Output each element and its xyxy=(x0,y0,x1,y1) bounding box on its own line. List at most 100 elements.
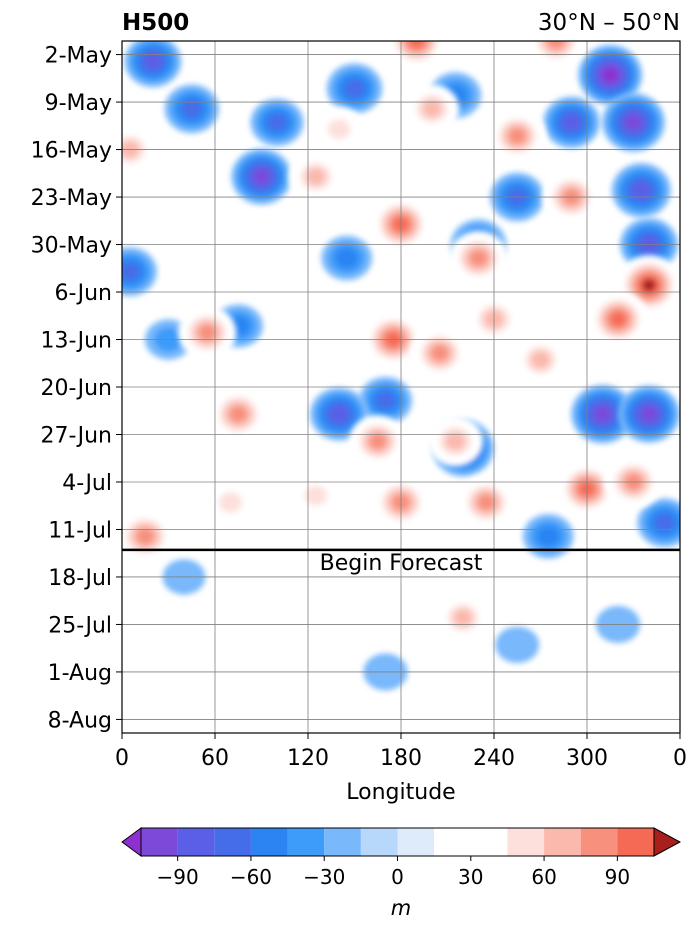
contour-fill xyxy=(229,406,247,422)
colorbar-bin xyxy=(360,828,398,856)
x-axis-label: Longitude xyxy=(346,780,455,805)
anomaly-blob xyxy=(457,475,516,529)
contour-fill xyxy=(547,41,565,49)
x-tick-label: 180 xyxy=(380,746,422,771)
contour-fill xyxy=(270,598,315,637)
contour-fill xyxy=(376,392,395,409)
x-tick-label: 60 xyxy=(201,746,229,771)
anomaly-blob xyxy=(358,376,413,425)
colorbar-bin xyxy=(250,828,288,856)
contour-fill xyxy=(563,115,580,130)
anomaly-blob xyxy=(250,98,304,147)
anomaly-blob xyxy=(349,415,407,468)
contour-fill xyxy=(453,609,473,626)
anomaly-blob xyxy=(488,109,547,163)
contour-fill xyxy=(477,494,495,510)
contour-fill xyxy=(122,263,140,281)
anomaly-blob xyxy=(543,96,600,149)
anomaly-blob xyxy=(122,247,157,297)
contour-fill xyxy=(306,168,326,186)
anomaly-blob xyxy=(436,593,490,642)
contour-fill xyxy=(304,485,328,506)
anomaly-blob xyxy=(164,84,219,134)
anomaly-blob xyxy=(124,41,182,88)
colorbar-tick-label: 0 xyxy=(391,865,404,889)
y-tick-label: 6-Jun xyxy=(54,281,112,306)
y-tick-label: 8-Aug xyxy=(48,708,112,733)
y-axis: 2-May 9-May 16-May 23-May 30-May 6-Jun 13-Jun 2… xyxy=(31,44,122,733)
anomaly-blob xyxy=(495,626,540,664)
contour-fill xyxy=(344,79,365,98)
colorbar-bin xyxy=(397,828,435,856)
anomaly-blob xyxy=(313,106,365,152)
contour-fill xyxy=(409,41,424,48)
contour-fill xyxy=(463,673,494,698)
colorbar-extend-low xyxy=(121,827,142,857)
contour-fill xyxy=(138,428,168,454)
colorbar-bin xyxy=(470,828,508,856)
anomaly-blob xyxy=(326,63,383,114)
contour-fill xyxy=(327,119,351,140)
contour-fill xyxy=(330,406,348,422)
contour-fill xyxy=(198,325,216,341)
x-tick-label: 0 xyxy=(673,746,687,771)
contour-fill xyxy=(508,128,526,144)
colorbar-bin xyxy=(507,828,545,856)
colorbar-bin xyxy=(214,828,251,856)
anomaly-blob xyxy=(129,421,177,462)
colorbar-bin xyxy=(617,828,654,856)
contour-fill xyxy=(136,528,154,545)
chart-title-left: H500 xyxy=(122,10,189,36)
contour-fill xyxy=(335,248,359,269)
contour-fill xyxy=(594,407,611,422)
contour-fill xyxy=(144,53,162,69)
colorbar-bin xyxy=(544,828,581,856)
contour-fill xyxy=(642,278,656,292)
contour-fill xyxy=(632,182,650,199)
y-tick-label: 13-Jun xyxy=(40,329,112,354)
y-tick-label: 18-Jul xyxy=(48,566,112,591)
contour-fill xyxy=(531,351,550,369)
y-tick-label: 9-May xyxy=(45,91,112,116)
anomaly-blob xyxy=(618,385,680,443)
anomaly-blob xyxy=(270,598,315,637)
colorbar-bin xyxy=(324,828,361,856)
contour-fill xyxy=(216,578,245,603)
colorbar-tick-label: −30 xyxy=(303,865,345,889)
anomaly-blob xyxy=(410,326,469,380)
colorbar-bin xyxy=(287,828,325,856)
forecast-label: Begin Forecast xyxy=(320,551,483,576)
anomaly-blob xyxy=(513,335,568,385)
colorbar-bin xyxy=(580,828,618,856)
anomaly-blob xyxy=(578,44,643,105)
contour-fill xyxy=(422,100,442,118)
anomaly-blob xyxy=(637,498,680,548)
colorbar-tick-label: 60 xyxy=(531,865,556,889)
y-tick-label: 23-May xyxy=(31,186,112,211)
x-tick-label: 120 xyxy=(287,746,329,771)
contour-fill xyxy=(267,114,287,131)
x-tick-label: 0 xyxy=(115,746,129,771)
anomaly-blob xyxy=(321,235,373,281)
anomaly-blob xyxy=(427,416,484,467)
y-tick-label: 11-Jul xyxy=(48,518,112,543)
anomaly-blob xyxy=(122,125,157,174)
contour-fill xyxy=(610,312,626,326)
contour-fill xyxy=(495,626,540,664)
contour-fill xyxy=(536,526,560,547)
chart-title-right: 30°N – 50°N xyxy=(538,10,680,36)
colorbar-bin xyxy=(177,828,215,856)
colorbar-extend-high xyxy=(653,827,682,857)
anomaly-blob xyxy=(288,152,343,202)
x-tick-label: 300 xyxy=(566,746,608,771)
colorbar-bin xyxy=(141,828,178,856)
anomaly-blob xyxy=(231,148,292,205)
anomaly-blob xyxy=(587,291,649,348)
anomaly-blob xyxy=(290,473,342,518)
colorbar-tick-label: −90 xyxy=(157,865,199,889)
anomaly-blob xyxy=(448,230,509,286)
colorbar-label: m xyxy=(391,896,411,920)
contour-fill xyxy=(603,68,617,82)
x-axis: 0 60 120 180 240 300 0 xyxy=(115,733,687,771)
